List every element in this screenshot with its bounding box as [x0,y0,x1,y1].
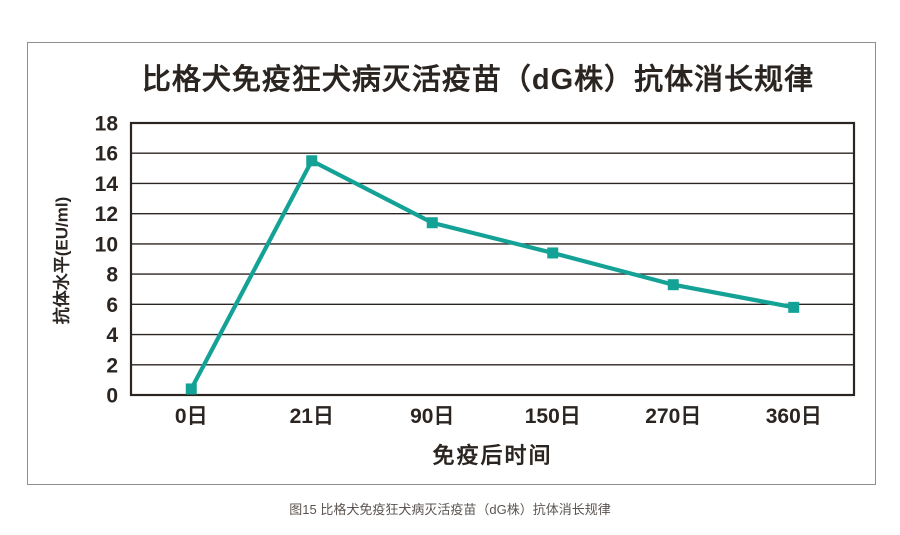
y-tick-label: 12 [95,203,118,226]
x-tick-label: 90日 [410,405,454,428]
chart-title: 比格犬免疫狂犬病灭活疫苗（dG株）抗体消长规律 [141,64,815,96]
x-axis-title: 免疫后时间 [432,443,553,468]
y-tick-label: 2 [106,354,118,377]
figure-caption: 图15 比格犬免疫狂犬病灭活疫苗（dG株）抗体消长规律 [289,502,611,517]
x-tick-label: 270日 [645,405,701,428]
series-line [189,157,795,390]
y-tick-label: 8 [106,264,118,287]
plot-border [129,121,856,397]
x-tick-label: 150日 [525,405,581,428]
y-tick-label: 16 [95,143,118,166]
x-tick-label: 0日 [175,405,208,428]
x-tick-label: 360日 [766,405,822,428]
data-point-marker [547,247,559,259]
chart-frame [27,42,876,485]
y-tick-label: 10 [95,233,118,256]
y-tick-label: 14 [95,173,119,196]
y-tick-label: 4 [106,324,118,347]
data-point-marker [185,383,197,395]
y-tick-label: 6 [106,294,118,317]
x-tick-label: 21日 [290,405,334,428]
data-point-marker [788,301,800,313]
y-tick-label: 0 [106,385,118,408]
data-point-marker [426,217,438,229]
data-point-marker [306,155,318,167]
data-point-marker [667,279,679,291]
y-tick-label: 18 [95,113,119,136]
